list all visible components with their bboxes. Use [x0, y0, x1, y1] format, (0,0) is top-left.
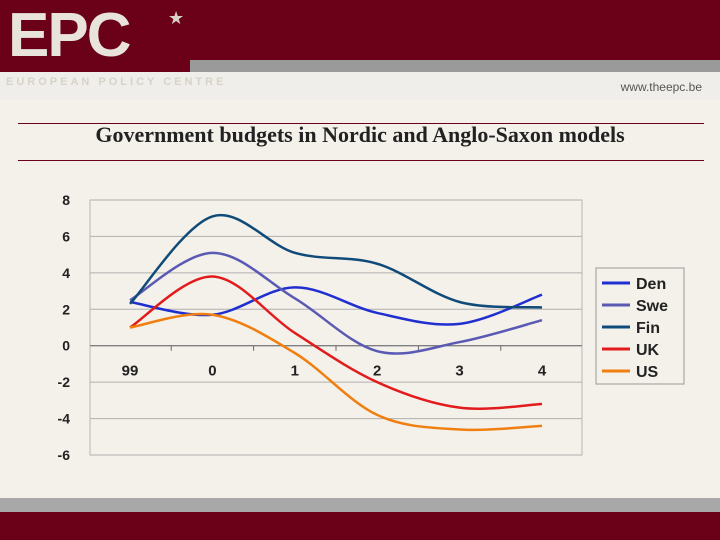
star-icon: ★ [168, 8, 185, 28]
header-grey-band [190, 60, 720, 72]
series-line-us [129, 312, 543, 432]
x-tick-label: 3 [455, 363, 463, 380]
logo: EPC [8, 1, 131, 70]
x-tick-label: 4 [538, 363, 547, 380]
legend-label: US [636, 364, 659, 381]
y-tick-label: 4 [62, 265, 70, 281]
x-tick-label: 0 [208, 363, 216, 380]
y-tick-label: 6 [62, 228, 70, 244]
y-tick-label: -6 [58, 447, 71, 463]
legend-label: UK [636, 342, 660, 359]
legend-label: Den [636, 276, 666, 293]
series-line-uk [129, 275, 543, 410]
legend-label: Fin [636, 320, 660, 337]
website-url: www.theepc.be [620, 80, 702, 94]
title-rule-bottom [18, 160, 704, 161]
footer-grey-band [0, 498, 720, 512]
slide-title: Government budgets in Nordic and Anglo-S… [95, 122, 625, 147]
line-chart: 8 6 4 2 0 -2 -4 -6 99 0 1 2 3 4 Den Swe Fin UK US [58, 192, 685, 463]
y-tick-label: 0 [62, 338, 70, 354]
x-tick-label: 99 [122, 363, 139, 380]
x-tick-label: 1 [291, 363, 299, 380]
y-tick-label: 2 [62, 301, 70, 317]
footer-bar [0, 512, 720, 540]
title-rule-top [18, 123, 704, 124]
series-line-fin [129, 213, 543, 309]
logo-subtitle: EUROPEAN POLICY CENTRE [6, 76, 227, 88]
y-tick-label: -4 [58, 411, 71, 427]
y-tick-label: -2 [58, 374, 71, 390]
y-tick-label: 8 [62, 192, 70, 208]
header-light-band [0, 72, 720, 100]
legend-label: Swe [636, 298, 668, 315]
x-tick-label: 2 [373, 363, 381, 380]
series-line-swe [129, 251, 543, 355]
